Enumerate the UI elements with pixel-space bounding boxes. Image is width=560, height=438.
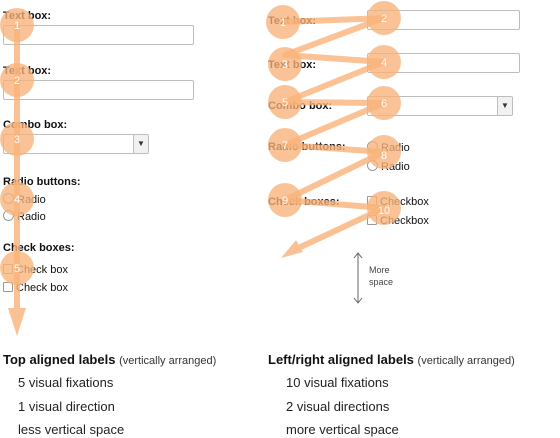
left-textbox-2-label: Text box: [3, 65, 52, 77]
right-point-1: 10 visual fixations [286, 375, 389, 390]
right-checkbox-option-1-text: Checkbox [380, 196, 429, 208]
checkbox-icon[interactable] [3, 264, 13, 274]
radio-icon[interactable] [3, 210, 14, 221]
left-radio-option-2[interactable]: Radio [3, 210, 46, 223]
radio-icon[interactable] [367, 160, 378, 171]
left-textbox-1-label: Text box: [3, 10, 52, 22]
right-heading: Left/right aligned labels (vertically ar… [268, 352, 515, 367]
left-checkbox-option-1[interactable]: Check box [3, 264, 68, 276]
checkbox-icon[interactable] [3, 282, 13, 292]
radio-icon[interactable] [367, 141, 378, 152]
radio-icon[interactable] [3, 193, 14, 204]
right-heading-note: (vertically arranged) [417, 355, 515, 367]
right-scan-arrowhead-icon [281, 240, 303, 258]
chevron-down-icon[interactable]: ▼ [497, 97, 512, 115]
right-textbox-2-label: Text box: [268, 59, 317, 71]
more-space-note: More space [369, 265, 394, 287]
right-checkbox-option-1[interactable]: Checkbox [367, 196, 429, 208]
checkbox-icon[interactable] [367, 196, 377, 206]
left-checkbox-label: Check boxes: [3, 242, 75, 254]
right-radio-label: Radio buttons: [268, 141, 346, 153]
left-combo-box[interactable]: ▼ [3, 134, 149, 154]
right-radio-option-2[interactable]: Radio [367, 160, 410, 173]
right-combo-box[interactable]: ▼ [367, 96, 513, 116]
left-radio-option-2-text: Radio [17, 211, 46, 223]
left-point-3: less vertical space [18, 422, 125, 437]
left-combo-label: Combo box: [3, 119, 68, 131]
left-scan-arrowhead-icon [8, 308, 26, 336]
left-checkbox-option-1-text: Check box [16, 264, 68, 276]
right-point-3: more vertical space [286, 422, 399, 437]
right-radio-option-1-text: Radio [381, 142, 410, 154]
right-radio-option-1[interactable]: Radio [367, 141, 410, 154]
right-radio-option-2-text: Radio [381, 161, 410, 173]
chevron-down-icon[interactable]: ▼ [133, 135, 148, 153]
left-radio-option-1-text: Radio [17, 194, 46, 206]
right-heading-title: Left/right aligned labels [268, 352, 414, 367]
left-checkbox-option-2-text: Check box [16, 282, 68, 294]
left-textbox-1[interactable] [3, 25, 194, 45]
right-textbox-1[interactable] [367, 10, 520, 30]
left-point-1: 5 visual fixations [18, 375, 114, 390]
left-radio-option-1[interactable]: Radio [3, 193, 46, 206]
right-combo-label: Combo box: [268, 100, 333, 112]
left-radio-label: Radio buttons: [3, 176, 81, 188]
right-checkbox-option-2-text: Checkbox [380, 215, 429, 227]
right-textbox-1-label: Text box: [268, 15, 317, 27]
left-heading-title: Top aligned labels [3, 352, 116, 367]
left-textbox-2[interactable] [3, 80, 194, 100]
right-point-2: 2 visual directions [286, 399, 390, 414]
left-heading: Top aligned labels (vertically arranged) [3, 352, 216, 367]
right-textbox-2[interactable] [367, 53, 520, 73]
checkbox-icon[interactable] [367, 215, 377, 225]
left-point-2: 1 visual direction [18, 399, 115, 414]
right-checkbox-option-2[interactable]: Checkbox [367, 215, 429, 227]
more-space-arrow-icon [353, 252, 363, 304]
left-heading-note: (vertically arranged) [119, 355, 217, 367]
left-checkbox-option-2[interactable]: Check box [3, 282, 68, 294]
right-checkbox-label: Check boxes: [268, 196, 340, 208]
